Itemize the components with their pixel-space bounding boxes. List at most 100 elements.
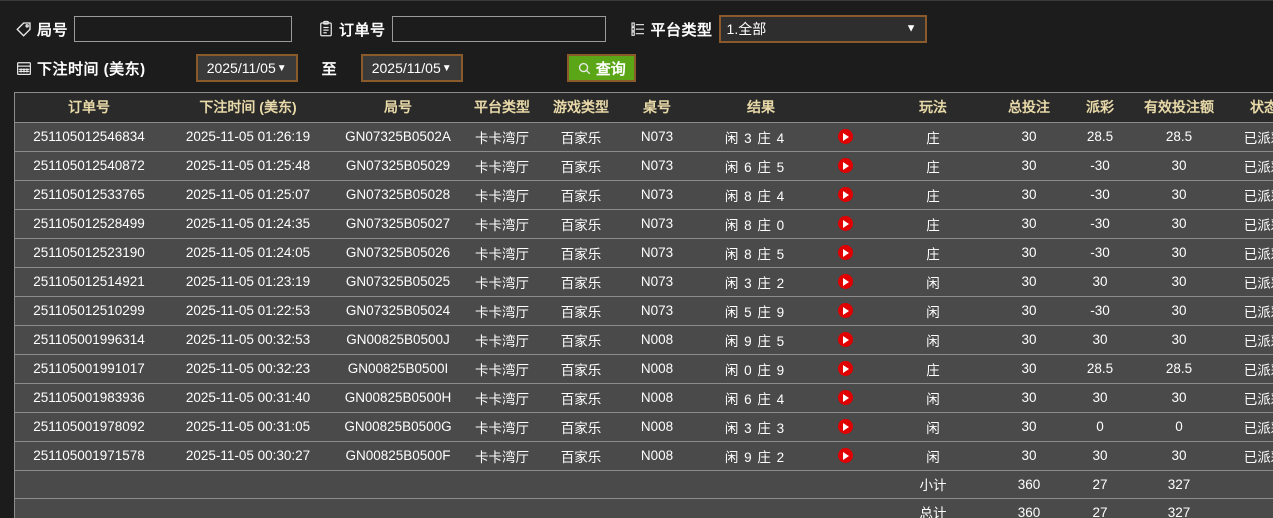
cell-table-no: N008: [621, 412, 693, 442]
cell-status: 已派彩: [1227, 441, 1273, 471]
table-row[interactable]: 251105001996314 2025-11-05 00:32:53 GN0082…: [15, 325, 1273, 355]
bet-time-from-picker[interactable]: 2025/11/05 ▼: [195, 54, 298, 82]
column-header-result[interactable]: 结果: [693, 93, 877, 123]
cell-valid-bet: 30: [1131, 238, 1227, 268]
cell-play: 庄: [877, 209, 989, 239]
play-replay-button[interactable]: [815, 332, 875, 348]
cell-play: 庄: [877, 238, 989, 268]
play-replay-button[interactable]: [815, 187, 875, 203]
cell-result: 闲 6 庄 5: [693, 151, 877, 181]
summary-spacer-cell: [541, 498, 621, 518]
column-header-order-no[interactable]: 订单号: [15, 93, 163, 123]
table-header-row: 订单号 下注时间 (美东) 局号 平台类型 游戏类型 桌号 结果 玩法 总投注 …: [15, 93, 1273, 123]
cell-table-no: N073: [621, 122, 693, 152]
table-row[interactable]: 251105012533765 2025-11-05 01:25:07 GN0732…: [15, 180, 1273, 210]
summary-spacer-cell: [333, 498, 463, 518]
cell-total-bet: 30: [989, 122, 1069, 152]
play-replay-button[interactable]: [815, 448, 875, 464]
play-replay-button[interactable]: [815, 419, 875, 435]
bet-time-from-value: 2025/11/05: [206, 60, 276, 76]
column-header-play[interactable]: 玩法: [877, 93, 989, 123]
cell-payout: 30: [1069, 383, 1131, 413]
column-header-status[interactable]: 状态: [1227, 93, 1273, 123]
table-row[interactable]: 251105012523190 2025-11-05 01:24:05 GN0732…: [15, 238, 1273, 268]
table-row[interactable]: 251105012546834 2025-11-05 01:26:19 GN0732…: [15, 122, 1273, 152]
play-replay-button[interactable]: [815, 390, 875, 406]
play-replay-button[interactable]: [815, 361, 875, 377]
chevron-down-icon: ▼: [905, 22, 917, 35]
cell-round-no: GN07325B05028: [333, 180, 463, 210]
bet-time-to-picker[interactable]: 2025/11/05 ▼: [360, 54, 463, 82]
play-icon: [837, 361, 853, 377]
result-text: 闲 3 庄 4: [724, 130, 786, 146]
cell-game-type: 百家乐: [541, 122, 621, 152]
summary-spacer-cell: [693, 498, 877, 518]
cell-order-no: 251105001983936: [15, 383, 163, 413]
cell-bet-time: 2025-11-05 01:25:48: [163, 151, 333, 181]
column-header-table-no[interactable]: 桌号: [621, 93, 693, 123]
play-replay-button[interactable]: [815, 216, 875, 232]
search-button[interactable]: 查询: [566, 54, 636, 82]
summary-spacer-cell: [1227, 470, 1273, 499]
orders-table-container[interactable]: 订单号 下注时间 (美东) 局号 平台类型 游戏类型 桌号 结果 玩法 总投注 …: [14, 92, 1273, 518]
cell-play: 闲: [877, 296, 989, 326]
table-row[interactable]: 251105001991017 2025-11-05 00:32:23 GN0082…: [15, 354, 1273, 384]
cell-total-bet: 30: [989, 238, 1069, 268]
play-replay-button[interactable]: [815, 303, 875, 319]
table-row[interactable]: 251105001978092 2025-11-05 00:31:05 GN0082…: [15, 412, 1273, 442]
summary-label: 总计: [877, 498, 989, 518]
cell-round-no: GN00825B0500F: [333, 441, 463, 471]
cell-bet-time: 2025-11-05 01:24:35: [163, 209, 333, 239]
cell-table-no: N008: [621, 325, 693, 355]
play-replay-button[interactable]: [815, 129, 875, 145]
platform-type-select[interactable]: 1.全部 ▼: [718, 15, 927, 43]
table-row[interactable]: 251105012510299 2025-11-05 01:22:53 GN0732…: [15, 296, 1273, 326]
round-no-input[interactable]: [74, 16, 293, 42]
cell-game-type: 百家乐: [541, 325, 621, 355]
play-icon: [837, 419, 853, 435]
result-text: 闲 6 庄 4: [724, 391, 786, 407]
filter-row-top: 局号 订单号: [14, 14, 927, 44]
table-row[interactable]: 251105012540872 2025-11-05 01:25:48 GN0732…: [15, 151, 1273, 181]
play-icon: [837, 448, 853, 464]
play-replay-button[interactable]: [815, 245, 875, 261]
column-header-platform[interactable]: 平台类型: [463, 93, 541, 123]
column-header-payout[interactable]: 派彩: [1069, 93, 1131, 123]
cell-payout: -30: [1069, 151, 1131, 181]
cell-game-type: 百家乐: [541, 151, 621, 181]
play-icon: [837, 274, 853, 290]
cell-order-no: 251105012514921: [15, 267, 163, 297]
cell-result: 闲 3 庄 2: [693, 267, 877, 297]
cell-platform: 卡卡湾厅: [463, 151, 541, 181]
column-header-total-bet[interactable]: 总投注: [989, 93, 1069, 123]
cell-total-bet: 30: [989, 267, 1069, 297]
cell-valid-bet: 30: [1131, 267, 1227, 297]
chevron-down-icon: ▼: [276, 62, 287, 74]
bet-time-to-value: 2025/11/05: [371, 60, 441, 76]
cell-valid-bet: 30: [1131, 209, 1227, 239]
table-row[interactable]: 251105012514921 2025-11-05 01:23:19 GN0732…: [15, 267, 1273, 297]
result-text: 闲 6 庄 5: [724, 159, 786, 175]
column-header-bet-time[interactable]: 下注时间 (美东): [163, 93, 333, 123]
table-row[interactable]: 251105001983936 2025-11-05 00:31:40 GN0082…: [15, 383, 1273, 413]
summary-row: 小计 360 27 327: [15, 470, 1273, 499]
list-icon: [628, 19, 648, 39]
cell-platform: 卡卡湾厅: [463, 412, 541, 442]
cell-total-bet: 30: [989, 354, 1069, 384]
order-no-input[interactable]: [391, 16, 606, 42]
cell-payout: 30: [1069, 325, 1131, 355]
table-row[interactable]: 251105012528499 2025-11-05 01:24:35 GN0732…: [15, 209, 1273, 239]
column-header-game-type[interactable]: 游戏类型: [541, 93, 621, 123]
cell-round-no: GN07325B05026: [333, 238, 463, 268]
play-replay-button[interactable]: [815, 158, 875, 174]
play-replay-button[interactable]: [815, 274, 875, 290]
table-row[interactable]: 251105001971578 2025-11-05 00:30:27 GN0082…: [15, 441, 1273, 471]
column-header-round-no[interactable]: 局号: [333, 93, 463, 123]
summary-spacer-cell: [163, 470, 333, 499]
column-header-valid-bet[interactable]: 有效投注额: [1131, 93, 1227, 123]
cell-result: 闲 5 庄 9: [693, 296, 877, 326]
calendar-icon: [14, 58, 34, 78]
summary-spacer-cell: [1227, 498, 1273, 518]
order-no-label: 订单号: [339, 21, 386, 39]
